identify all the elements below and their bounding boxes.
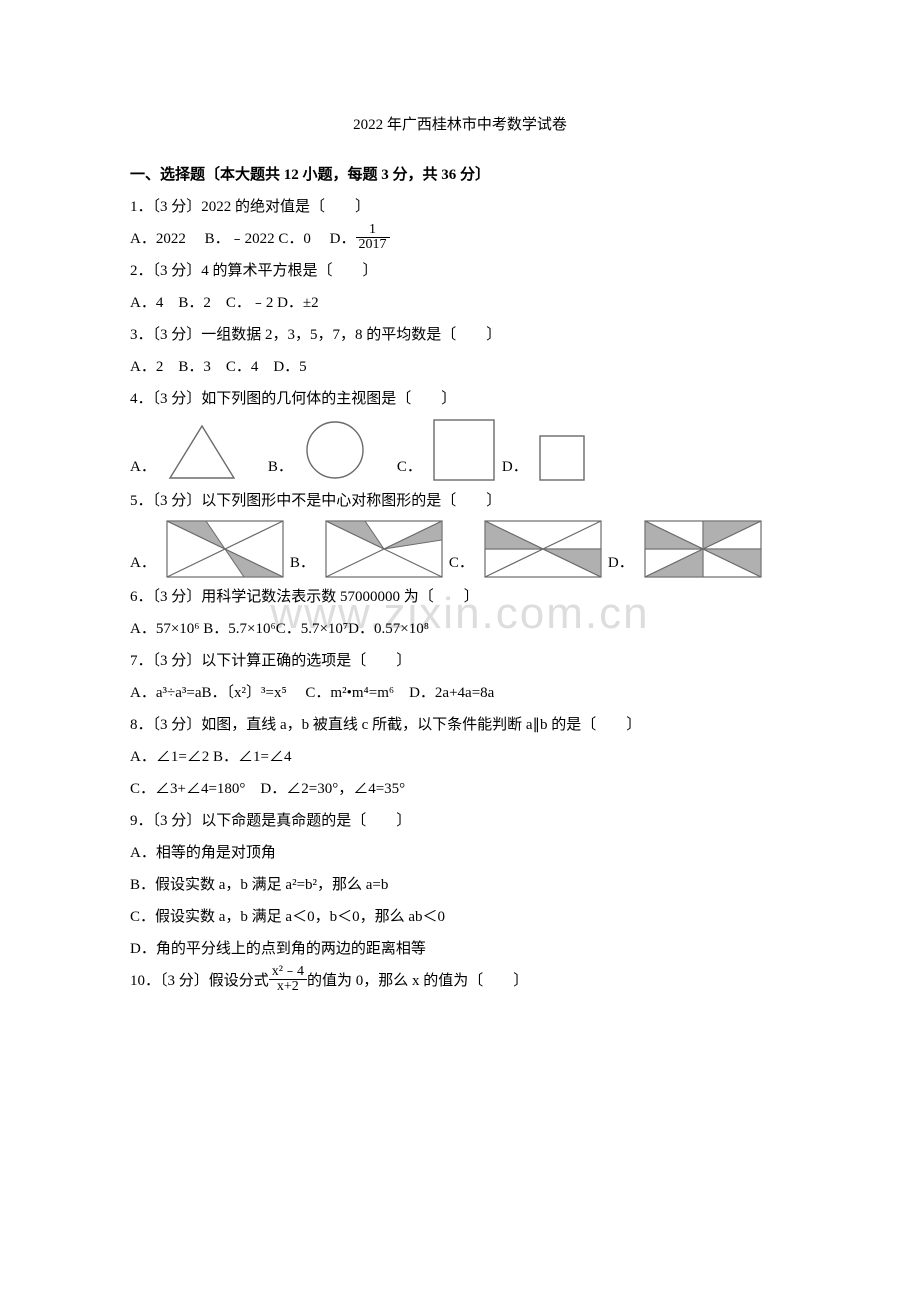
- q5-label-c: C．: [449, 548, 474, 578]
- q4-circle-shape: [303, 418, 367, 482]
- q10-stem: 10．〔3 分〕假设分式x²﹣4x+2的值为 0，那么 x 的值为〔 〕: [130, 966, 790, 996]
- q8-stem: 8．〔3 分〕如图，直线 a，b 被直线 c 所截，以下条件能判断 a∥b 的是…: [130, 710, 790, 740]
- q5-pattern-b: [325, 520, 443, 578]
- q4-label-c: C．: [397, 452, 422, 482]
- q1-frac-num: 1: [356, 223, 390, 238]
- q5-pattern-d: [644, 520, 762, 578]
- q6-options: A．57×10⁶ B．5.7×10⁶C．5.7×10⁷D．0.57×10⁸: [130, 614, 790, 644]
- q1-options: A．2022 B．﹣2022 C．0 D．12017: [130, 224, 790, 254]
- q7-options: A．a³÷a³=aB．〔x²〕³=x⁵ C．m²•m⁴=m⁶ D．2a+4a=8…: [130, 678, 790, 708]
- q5-options: A． B． C．: [130, 520, 790, 578]
- q4-label-b: B．: [268, 452, 293, 482]
- q5-pattern-a: [166, 520, 284, 578]
- q5-stem: 5．〔3 分〕以下列图形中不是中心对称图形的是〔 〕: [130, 486, 790, 516]
- q9-opt-a: A．相等的角是对顶角: [130, 838, 790, 868]
- q9-stem: 9．〔3 分〕以下命题是真命题的是〔 〕: [130, 806, 790, 836]
- q5-label-a: A．: [130, 548, 156, 578]
- q1-opt-d-label: D．: [330, 231, 356, 247]
- q5-label-d: D．: [608, 548, 634, 578]
- section-header: 一、选择题〔本大题共 12 小题，每题 3 分，共 36 分〕: [130, 160, 790, 190]
- q2-stem: 2．〔3 分〕4 的算术平方根是〔 〕: [130, 256, 790, 286]
- q3-options: A．2 B．3 C．4 D．5: [130, 352, 790, 382]
- q1-stem: 1．〔3 分〕2022 的绝对值是〔 〕: [130, 192, 790, 222]
- q4-options: A． B． C． D．: [130, 418, 790, 482]
- q1-opt-c: C．0: [278, 231, 311, 247]
- q3-stem: 3．〔3 分〕一组数据 2，3，5，7，8 的平均数是〔 〕: [130, 320, 790, 350]
- q4-square-c-shape: [432, 418, 496, 482]
- q1-opt-a: A．2022: [130, 231, 186, 247]
- q9-opt-d: D．角的平分线上的点到角的两边的距离相等: [130, 934, 790, 964]
- q4-square-d-shape: [538, 434, 586, 482]
- q9-opt-c: C．假设实数 a，b 满足 a＜0，b＜0，那么 ab＜0: [130, 902, 790, 932]
- q4-label-d: D．: [502, 452, 528, 482]
- q5-pattern-c: [484, 520, 602, 578]
- q10-pre: 10．〔3 分〕假设分式: [130, 973, 269, 989]
- q7-stem: 7．〔3 分〕以下计算正确的选项是〔 〕: [130, 646, 790, 676]
- q9-opt-b: B．假设实数 a，b 满足 a²=b²，那么 a=b: [130, 870, 790, 900]
- q4-label-a: A．: [130, 452, 156, 482]
- q5-label-b: B．: [290, 548, 315, 578]
- q6-stem: 6．〔3 分〕用科学记数法表示数 57000000 为〔 〕: [130, 582, 790, 612]
- page-content: 2022 年广西桂林市中考数学试卷 一、选择题〔本大题共 12 小题，每题 3 …: [130, 110, 790, 996]
- q8-line1: A．∠1=∠2 B．∠1=∠4: [130, 742, 790, 772]
- q10-post: 的值为 0，那么 x 的值为〔 〕: [307, 973, 528, 989]
- q1-frac-den: 2017: [356, 238, 390, 252]
- exam-title: 2022 年广西桂林市中考数学试卷: [130, 110, 790, 140]
- q1-opt-b: B．﹣2022: [205, 231, 275, 247]
- q10-fraction: x²﹣4x+2: [269, 965, 307, 994]
- q2-options: A．4 B．2 C．﹣2 D．±2: [130, 288, 790, 318]
- q8-line2: C．∠3+∠4=180° D．∠2=30°，∠4=35°: [130, 774, 790, 804]
- q10-frac-num: x²﹣4: [269, 965, 307, 980]
- q10-frac-den: x+2: [269, 980, 307, 994]
- q4-triangle-shape: [166, 422, 238, 482]
- q4-stem: 4．〔3 分〕如下列图的几何体的主视图是〔 〕: [130, 384, 790, 414]
- q1-fraction: 12017: [356, 223, 390, 252]
